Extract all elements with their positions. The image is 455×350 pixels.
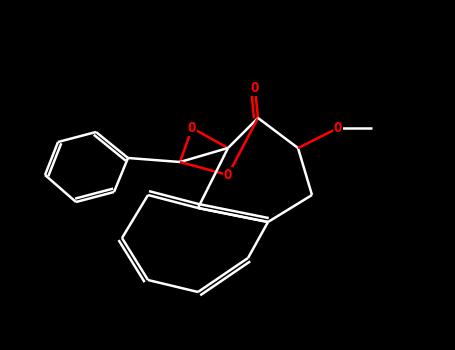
Text: O: O (188, 121, 196, 135)
Text: O: O (251, 81, 259, 95)
Text: O: O (334, 121, 342, 135)
Text: O: O (224, 168, 232, 182)
